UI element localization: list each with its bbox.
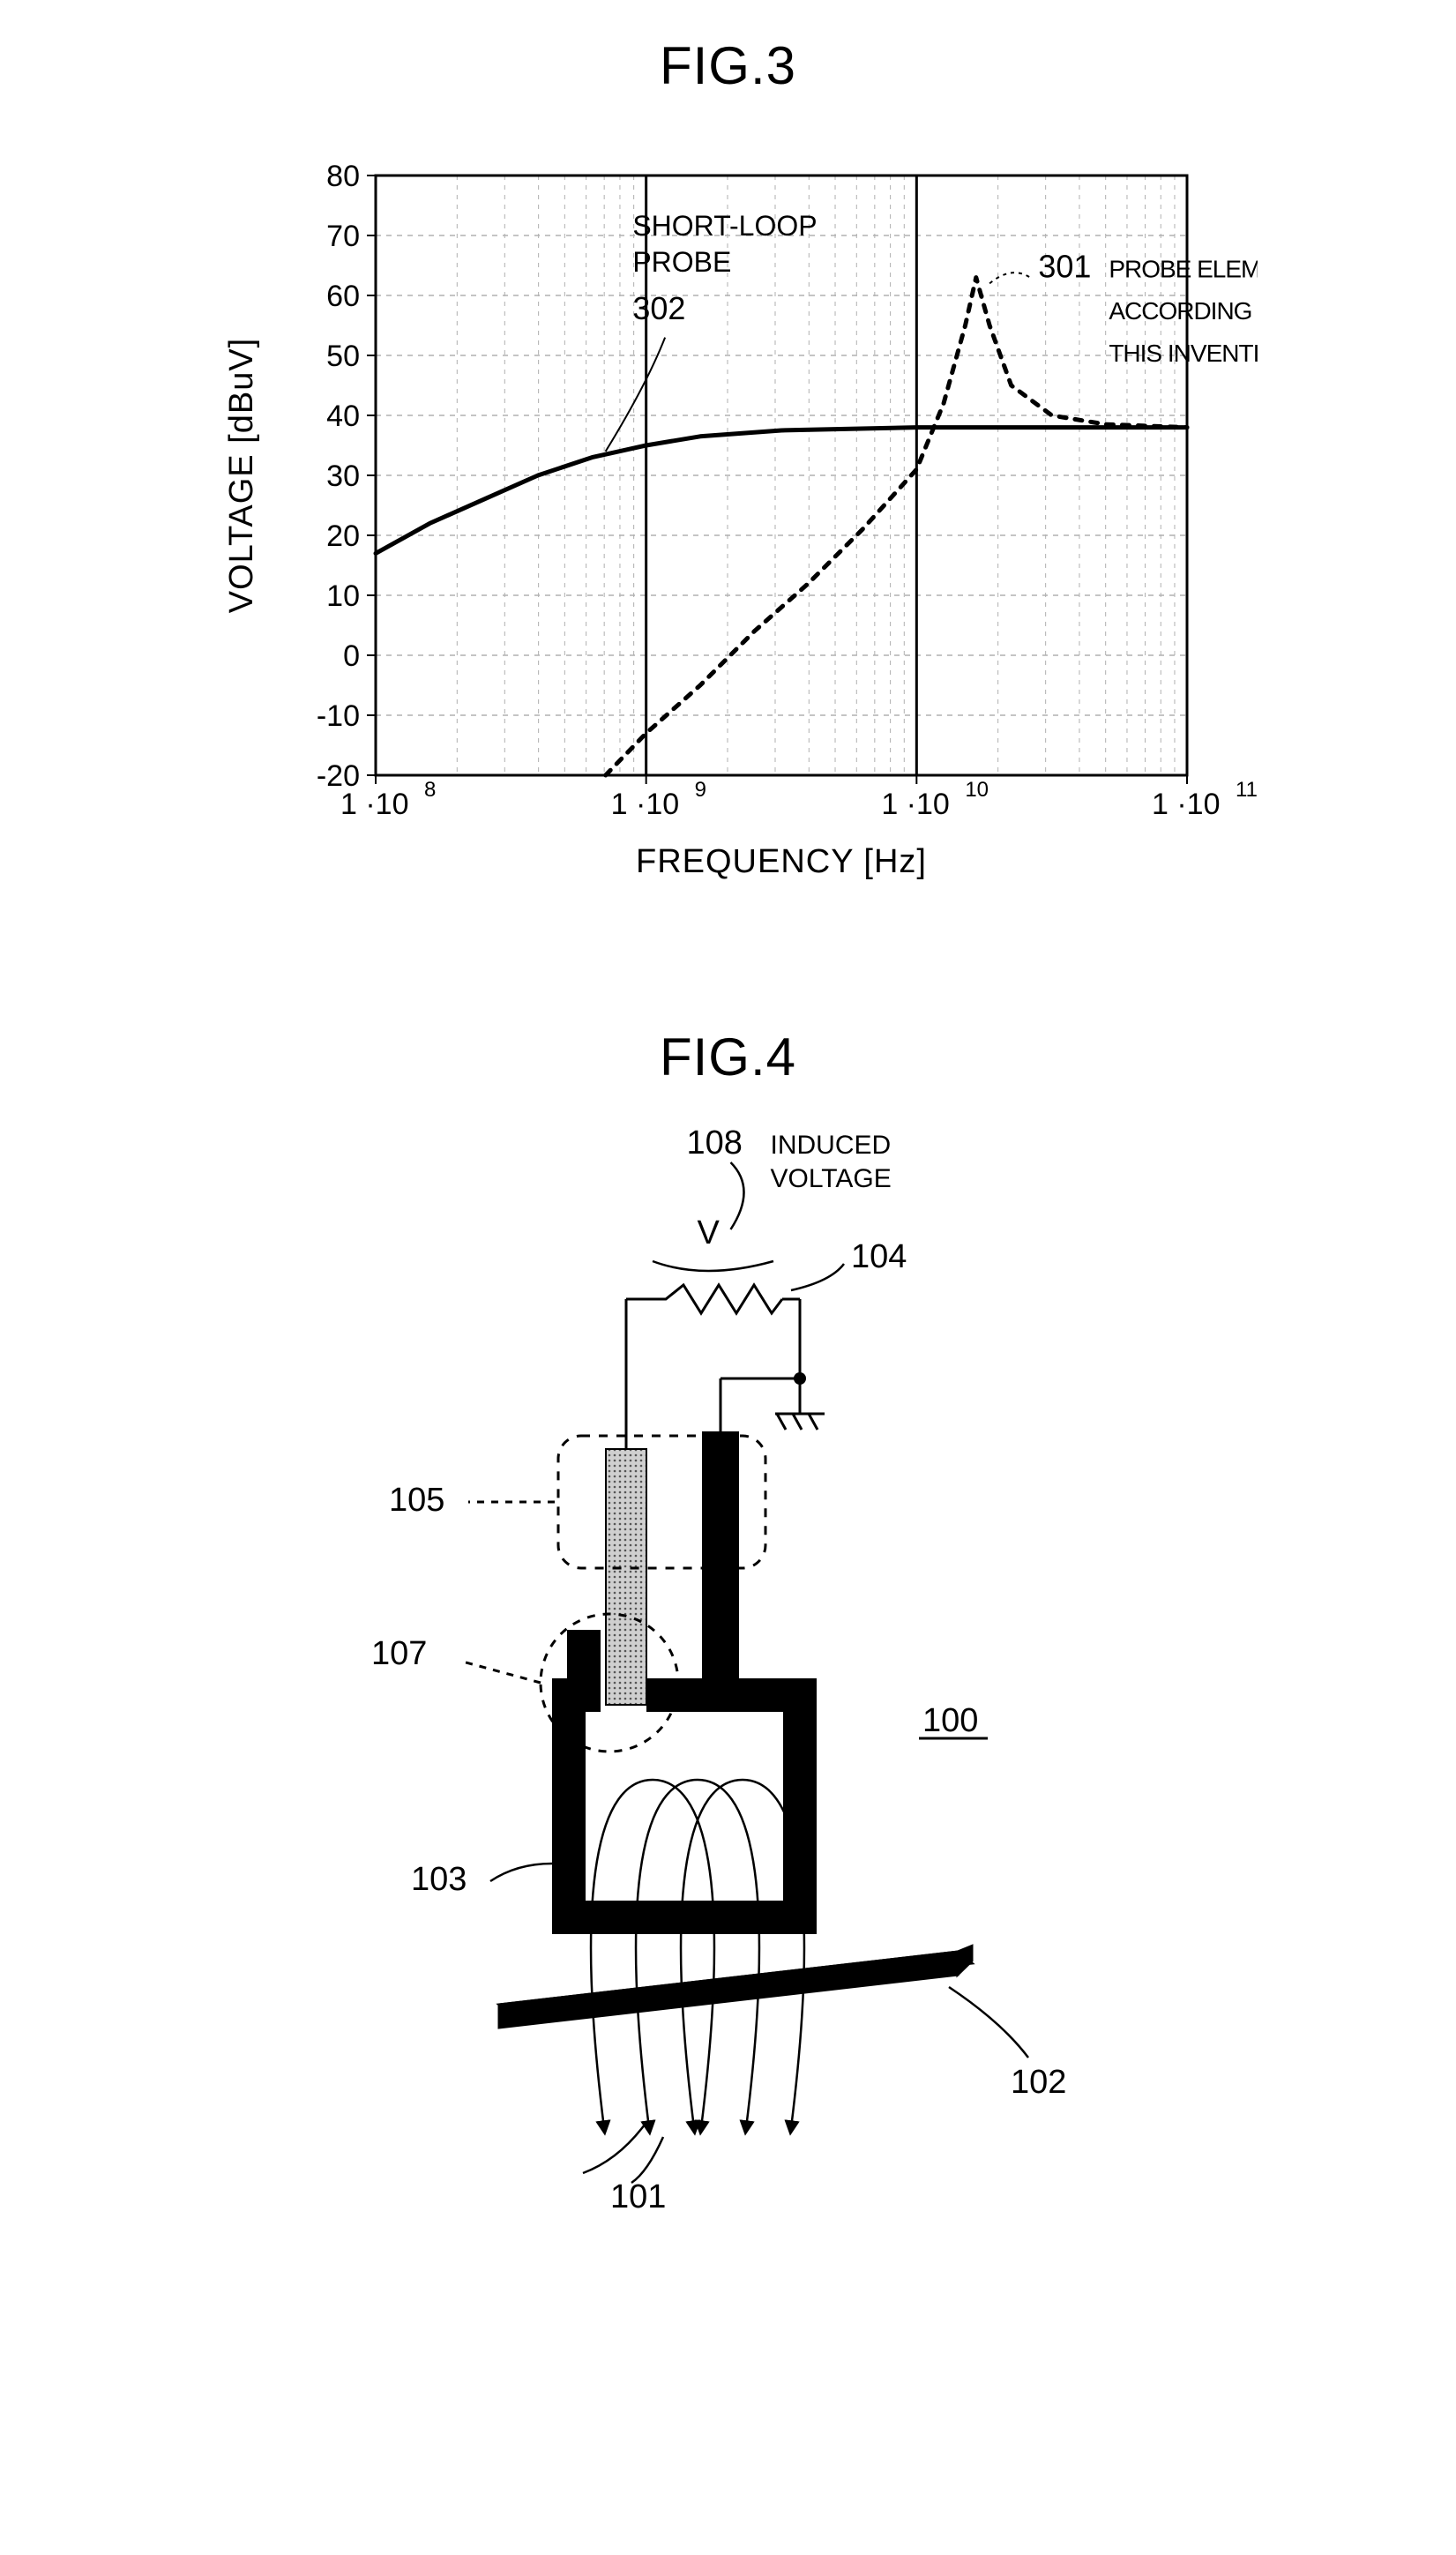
svg-text:1 ·10: 1 ·10 (340, 788, 409, 821)
figure-4: FIG.4 V 108 INDUCED VOLTAGE 104 105 107 103 100 1… (18, 1027, 1438, 2221)
post-right (702, 1431, 739, 1678)
svg-text:1 ·10: 1 ·10 (881, 788, 949, 821)
svg-text:105: 105 (389, 1482, 444, 1519)
svg-text:101: 101 (610, 2178, 666, 2215)
svg-text:V: V (697, 1214, 720, 1251)
svg-text:108: 108 (686, 1124, 742, 1162)
svg-text:ACCORDING TO: ACCORDING TO (1109, 297, 1258, 325)
svg-text:80: 80 (326, 160, 360, 193)
fig4-svg: V 108 INDUCED VOLTAGE 104 105 107 103 100 101 102 (332, 1114, 1125, 2216)
svg-text:20: 20 (326, 519, 360, 553)
svg-text:INDUCED: INDUCED (770, 1131, 891, 1160)
svg-text:100: 100 (922, 1702, 978, 1739)
svg-text:1 ·10: 1 ·10 (610, 788, 679, 821)
fig3-title: FIG.3 (18, 35, 1438, 96)
fig4-title: FIG.4 (18, 1027, 1438, 1087)
field-line (591, 1780, 714, 2128)
field-line (636, 1780, 759, 2128)
svg-text:10: 10 (326, 579, 360, 613)
resistor-104 (644, 1285, 782, 1313)
svg-text:107: 107 (371, 1635, 427, 1672)
svg-text:50: 50 (326, 340, 360, 373)
loop-right (783, 1678, 817, 1934)
svg-text:VOLTAGE [dBuV]: VOLTAGE [dBuV] (223, 338, 260, 614)
svg-text:103: 103 (411, 1861, 467, 1898)
svg-text:40: 40 (326, 400, 360, 433)
svg-text:PROBE ELEMENT: PROBE ELEMENT (1109, 256, 1258, 283)
stub-left (567, 1630, 601, 1678)
svg-text:THIS INVENTION: THIS INVENTION (1109, 340, 1258, 367)
svg-text:PROBE: PROBE (632, 246, 731, 278)
loop-left (552, 1678, 586, 1934)
svg-text:FREQUENCY [Hz]: FREQUENCY [Hz] (635, 843, 926, 880)
svg-text:104: 104 (851, 1238, 907, 1275)
svg-text:-10: -10 (316, 699, 359, 733)
svg-text:10: 10 (965, 778, 989, 802)
svg-text:0: 0 (343, 639, 360, 673)
svg-text:SHORT-LOOP: SHORT-LOOP (632, 210, 817, 242)
loop-top-left (552, 1678, 601, 1712)
svg-text:30: 30 (326, 459, 360, 493)
fig4-diagram: V 108 INDUCED VOLTAGE 104 105 107 103 100 101 102 (332, 1114, 1125, 2221)
svg-text:302: 302 (632, 290, 685, 326)
svg-text:70: 70 (326, 220, 360, 253)
svg-text:102: 102 (1011, 2064, 1066, 2101)
svg-text:9: 9 (694, 778, 706, 802)
svg-text:8: 8 (424, 778, 436, 802)
svg-text:1 ·10: 1 ·10 (1152, 788, 1221, 821)
svg-text:11: 11 (1236, 778, 1258, 802)
svg-text:60: 60 (326, 280, 360, 313)
figure-3: FIG.3 -20-1001020304050607080SHORT-LOOPP… (18, 35, 1438, 921)
svg-text:301: 301 (1038, 249, 1091, 285)
element-105 (606, 1449, 646, 1705)
loop-top-right (646, 1678, 817, 1712)
fig3-chart: -20-1001020304050607080SHORT-LOOPPROBE30… (199, 123, 1258, 921)
svg-text:VOLTAGE: VOLTAGE (770, 1164, 891, 1193)
fig3-svg: -20-1001020304050607080SHORT-LOOPPROBE30… (199, 123, 1258, 916)
